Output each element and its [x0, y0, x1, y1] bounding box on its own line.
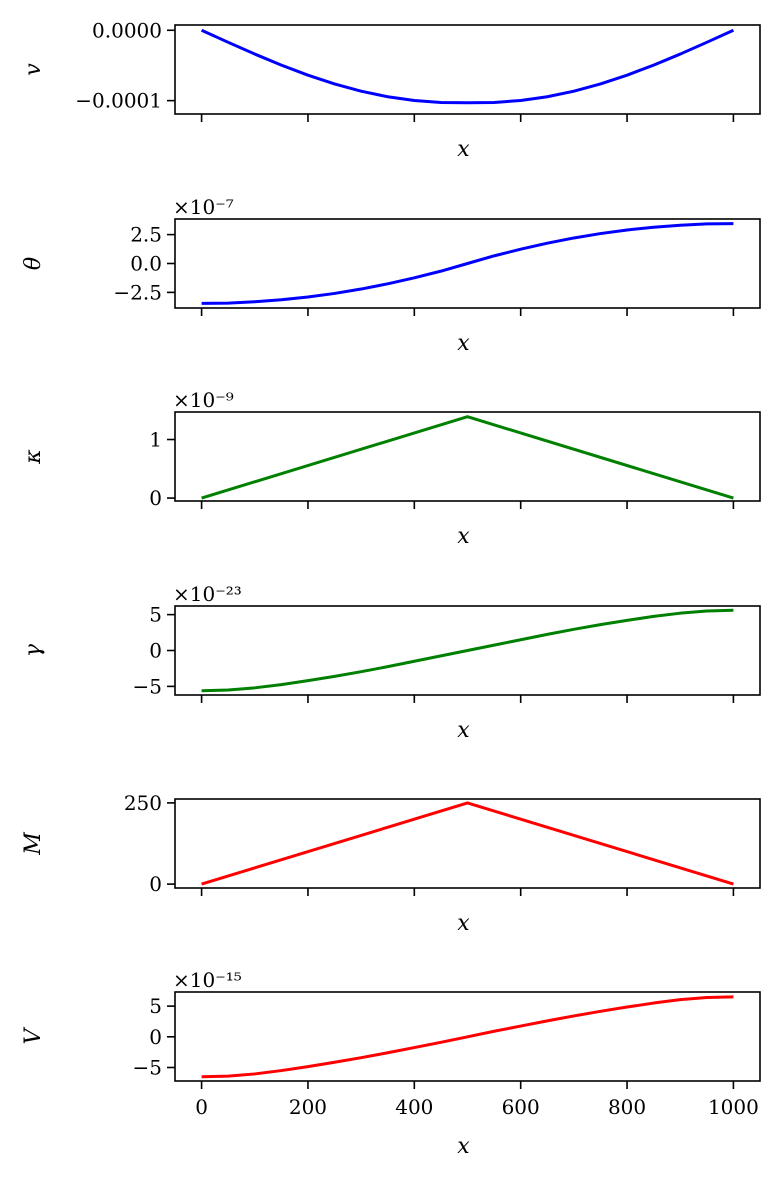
series-line — [201, 608, 734, 693]
series-line — [200, 28, 735, 105]
panel-6: 0 200 400 600 800 1000 5 0 −5 ×10⁻¹⁵ x V — [21, 968, 761, 1159]
offset-label: ×10⁻¹⁵ — [173, 968, 242, 992]
x-tick-label: 1000 — [708, 1095, 759, 1119]
x-axis-label: x — [457, 524, 470, 549]
y-tick-label: 0 — [149, 486, 162, 510]
y-tick-label: 0.0 — [130, 252, 162, 276]
x-axis-label: x — [457, 1134, 470, 1159]
y-axis-label: κ — [21, 449, 46, 465]
y-tick-label: 2.5 — [130, 223, 162, 247]
series-line — [201, 995, 734, 1079]
x-tick-label: 400 — [395, 1095, 433, 1119]
y-tick-label: −5 — [133, 674, 162, 698]
x-tick-label: 800 — [608, 1095, 646, 1119]
x-axis-label: x — [457, 718, 470, 743]
y-axis-label: M — [21, 832, 46, 856]
y-axis-label: v — [21, 63, 46, 76]
y-tick-label: 250 — [124, 791, 162, 815]
panel-3: 1 0 ×10⁻⁹ x κ — [21, 388, 761, 549]
x-tick-label: 0 — [195, 1095, 208, 1119]
offset-label: ×10⁻²³ — [173, 582, 242, 606]
offset-label: ×10⁻⁷ — [173, 195, 234, 219]
y-axis-label: V — [21, 1026, 46, 1044]
panel-5: 250 0 x M — [21, 791, 761, 936]
x-axis-label: x — [457, 911, 470, 936]
y-tick-label: −2.5 — [113, 280, 162, 304]
panel-4: 5 0 −5 ×10⁻²³ x γ — [21, 582, 761, 743]
axes-frame — [174, 798, 761, 889]
y-tick-label: −5 — [133, 1055, 162, 1079]
series-line — [201, 801, 734, 886]
x-tick-label: 600 — [502, 1095, 540, 1119]
offset-label: ×10⁻⁹ — [173, 388, 234, 412]
axes-frame — [174, 411, 761, 502]
axes-frame — [174, 24, 761, 115]
panel-2: 2.5 0.0 −2.5 ×10⁻⁷ x θ — [21, 195, 761, 356]
y-tick-label: 0 — [149, 639, 162, 663]
y-tick-label: −0.0001 — [75, 89, 162, 113]
y-tick-label: 1 — [149, 428, 162, 452]
y-axis-label: θ — [21, 257, 46, 270]
y-tick-label: 0.0000 — [92, 18, 162, 42]
y-axis-label: γ — [21, 643, 46, 657]
panel-1: 0.0000 −0.0001 x v — [21, 18, 761, 162]
series-line — [201, 415, 734, 500]
x-axis-label: x — [457, 331, 470, 356]
y-tick-label: 5 — [149, 603, 162, 627]
series-line — [201, 222, 734, 305]
y-tick-label: 0 — [149, 872, 162, 896]
y-tick-label: 0 — [149, 1025, 162, 1049]
x-axis-label: x — [457, 137, 470, 162]
y-tick-label: 5 — [149, 994, 162, 1018]
x-tick-label: 200 — [289, 1095, 327, 1119]
